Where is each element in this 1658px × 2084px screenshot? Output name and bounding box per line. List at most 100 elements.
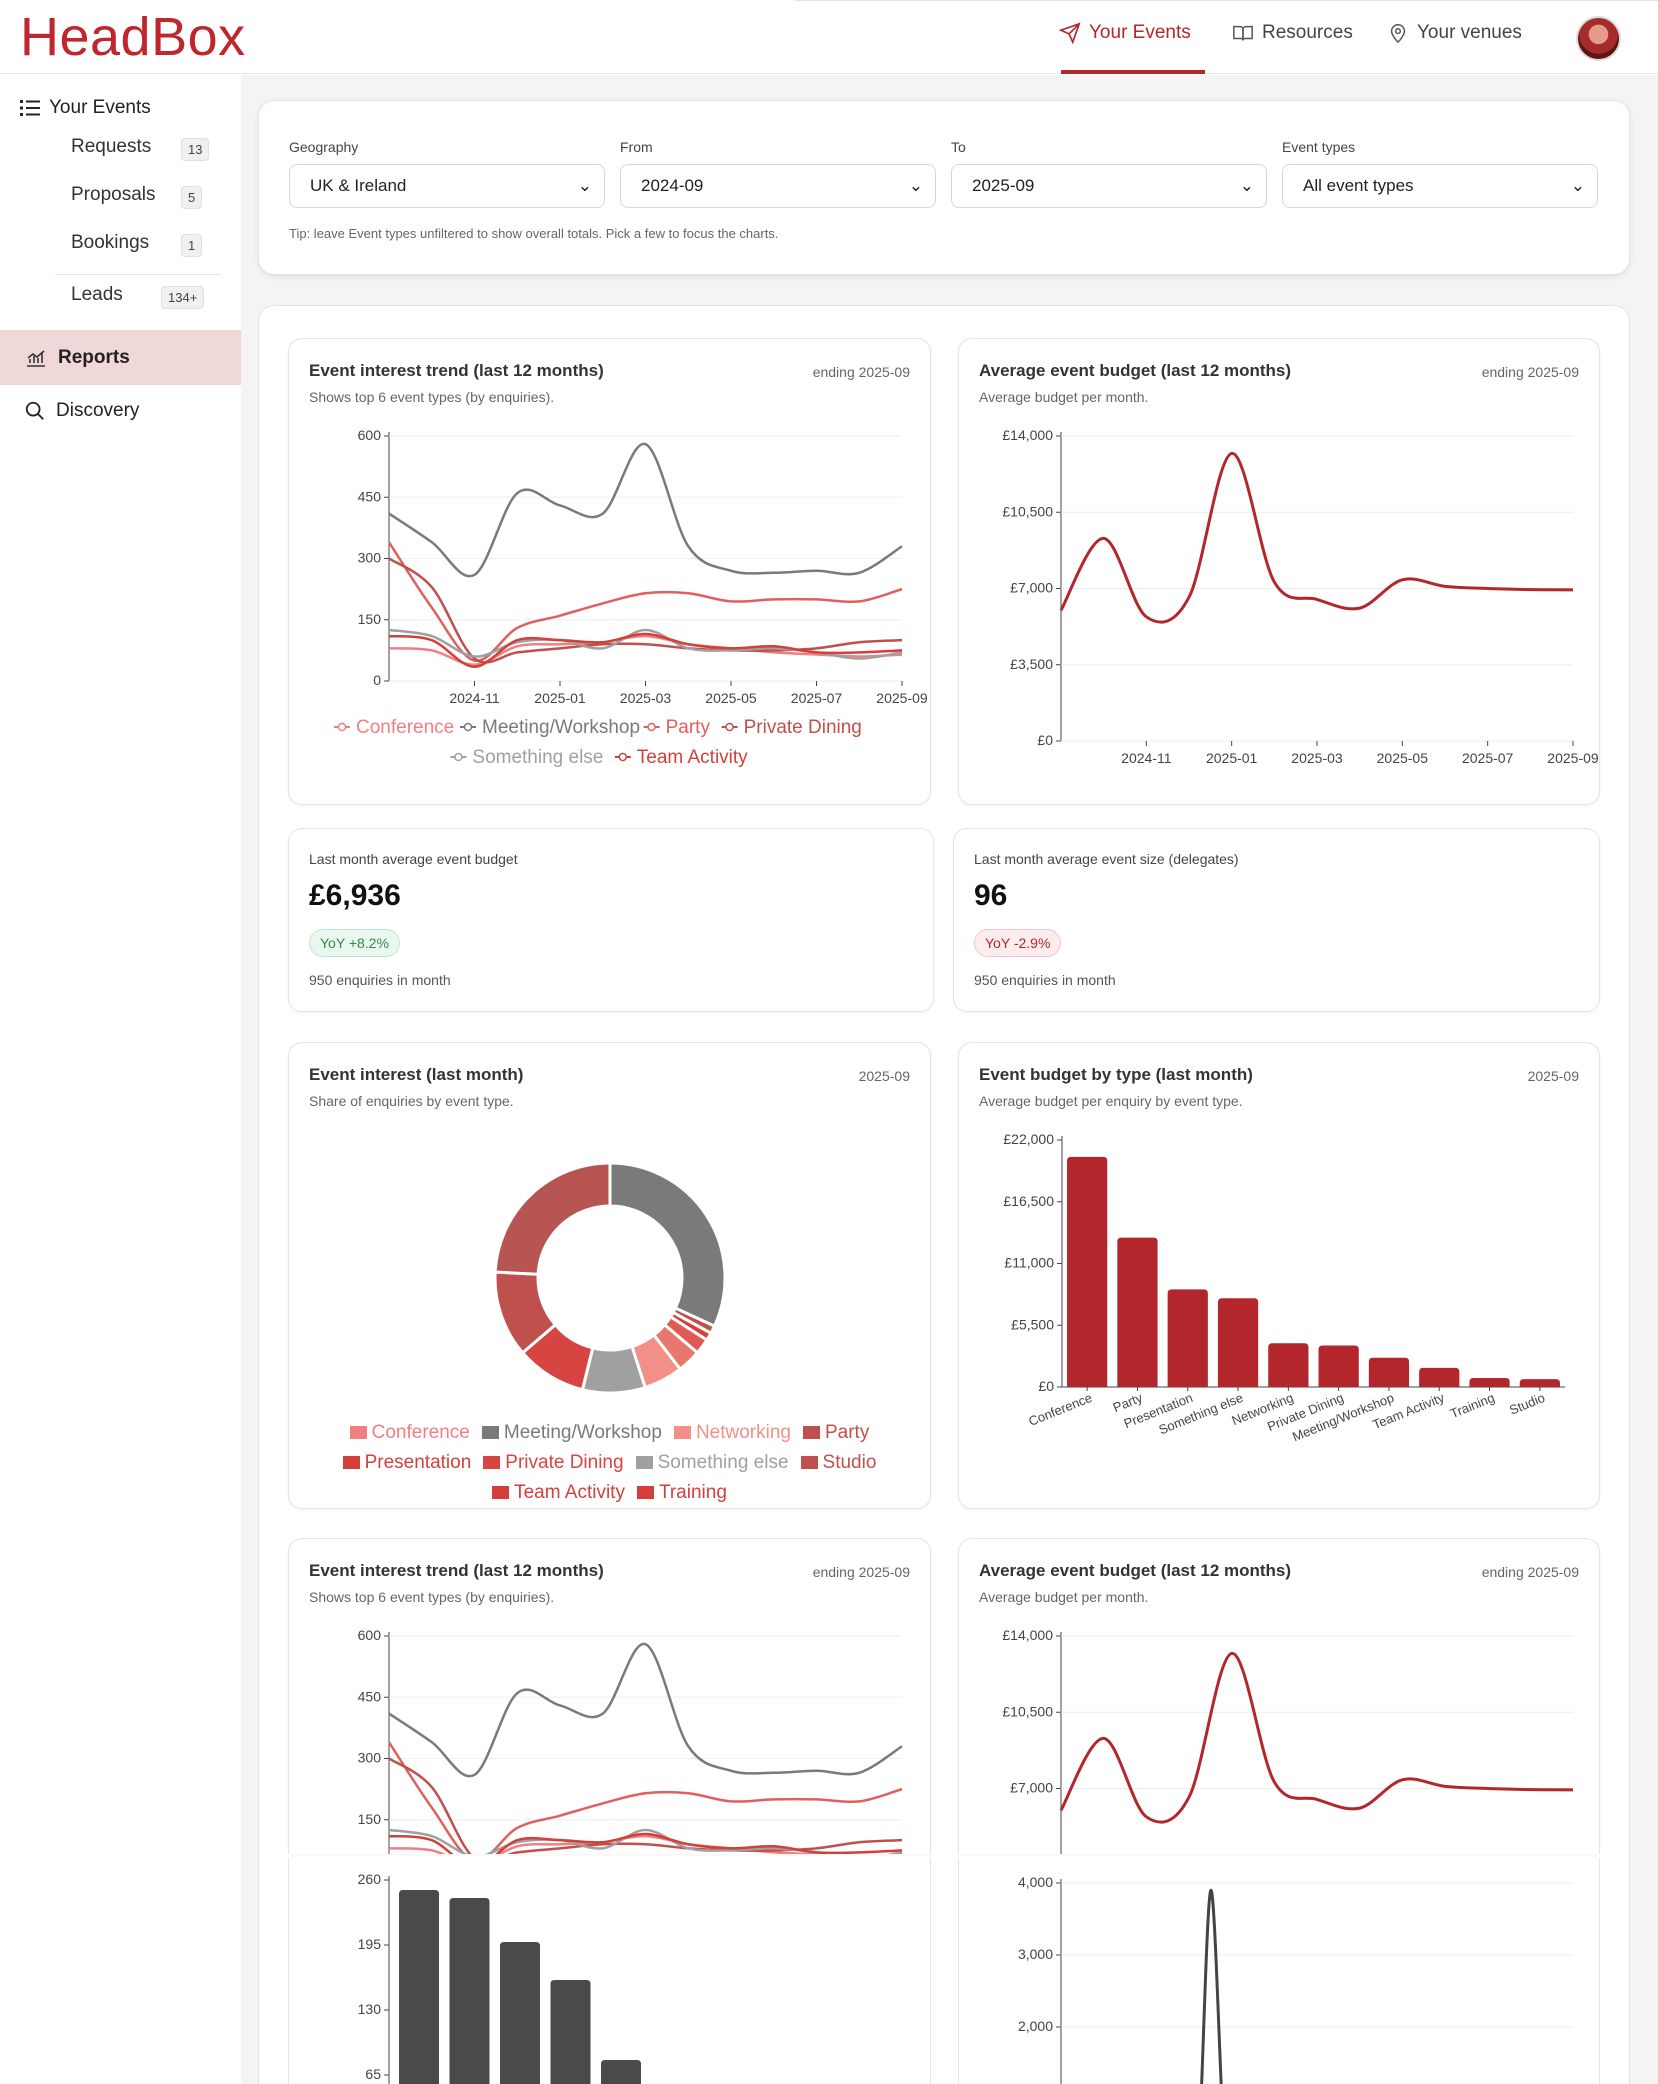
geography-filter: Geography UK & Ireland ⌄	[289, 139, 605, 208]
legend-item: Team Activity	[492, 1482, 625, 1503]
legend-swatch	[492, 1486, 510, 1499]
x-tick-label: 2024-11	[1121, 750, 1172, 766]
x-tick-label: Conference	[1026, 1390, 1094, 1429]
interest-donut-chart	[493, 1161, 727, 1395]
y-tick-label: £0	[1037, 732, 1053, 748]
bar	[399, 1890, 439, 2084]
y-tick-label: 4,000	[1018, 1874, 1053, 1890]
bar	[1469, 1378, 1510, 1387]
series-line	[388, 1834, 902, 1854]
card-title: Event budget by type (last month)	[979, 1065, 1253, 1084]
pie-slice	[608, 1161, 727, 1329]
kpi-note: 950 enquiries in month	[309, 972, 451, 988]
bar	[1419, 1367, 1460, 1387]
card-title: Average event budget (last 12 months)	[979, 1561, 1292, 1580]
series-line	[1200, 1888, 1223, 2084]
y-tick-label: £10,500	[1002, 1703, 1053, 1719]
bar	[449, 1898, 490, 2084]
sidebar-item-discovery[interactable]: Discovery	[24, 400, 139, 422]
y-tick-label: £22,000	[1003, 1131, 1054, 1147]
chevron-down-icon: ⌄	[1570, 176, 1585, 195]
user-avatar[interactable]	[1576, 16, 1621, 61]
sidebar-item-leads[interactable]: Leads	[71, 284, 123, 305]
y-tick-label: £16,500	[1003, 1193, 1054, 1209]
y-tick-label: £7,000	[1010, 580, 1053, 596]
filters-tip: Tip: leave Event types unfiltered to sho…	[289, 226, 779, 241]
x-tick-label: 2025-03	[620, 690, 672, 706]
series-line	[387, 1741, 903, 1854]
geography-select[interactable]: UK & Ireland ⌄	[289, 164, 605, 208]
bar	[1318, 1345, 1359, 1387]
yoy-badge: YoY +8.2%	[309, 929, 400, 957]
y-tick-label: £7,000	[1010, 1780, 1053, 1796]
event-types-select[interactable]: All event types ⌄	[1282, 164, 1598, 208]
event-types-filter: Event types All event types ⌄	[1282, 139, 1598, 208]
y-tick-label: £0	[1038, 1378, 1054, 1394]
budget-type-card: Event budget by type (last month) Averag…	[958, 1042, 1600, 1509]
y-tick-label: 450	[358, 1688, 382, 1704]
legend-swatch	[636, 1486, 654, 1499]
y-tick-label: £14,000	[1002, 1627, 1053, 1643]
legend-item: Meeting/Workshop	[481, 1422, 662, 1443]
nav-resources[interactable]: Resources	[1232, 22, 1353, 44]
bar	[1217, 1298, 1259, 1387]
bookings-count-badge: 1	[181, 234, 203, 257]
to-select[interactable]: 2025-09 ⌄	[951, 164, 1267, 208]
legend-marker	[337, 722, 347, 732]
kpi-budget-card: Last month average event budget £6,936 Y…	[288, 828, 934, 1012]
bar	[1268, 1343, 1309, 1387]
y-tick-label: 600	[358, 427, 382, 443]
card-meta: ending 2025-09	[812, 364, 910, 380]
sidebar-your-events-header[interactable]: Your Events	[20, 97, 151, 119]
filters-card: Geography UK & Ireland ⌄ From 2024-09 ⌄ To…	[258, 100, 1630, 275]
kpi-value: £6,936	[309, 879, 401, 912]
legend-label: Team Activity	[637, 747, 748, 768]
peak-line-card-partial: 2,000 3,000 4,000	[958, 1858, 1600, 2084]
sidebar-divider	[55, 274, 220, 275]
card-subtitle: Shows top 6 event types (by enquiries).	[309, 389, 555, 405]
requests-count-badge: 13	[181, 138, 210, 161]
interest-trend-chart: 0 150 300 450 600 2024-11 2025-01 2025-03 2025-0…	[334, 427, 928, 768]
y-tick-label: 150	[358, 611, 382, 627]
geography-label: Geography	[289, 139, 359, 155]
bar	[1368, 1357, 1410, 1387]
card-title: Event interest trend (last 12 months)	[309, 1561, 604, 1580]
legend-item: Conference	[349, 1422, 470, 1443]
legend-marker	[463, 722, 473, 732]
y-tick-label: 150	[358, 1811, 382, 1827]
budget-trend-chart: £0 £3,500 £7,000 £10,500 £14,000 2024-11 2025-…	[1002, 427, 1599, 766]
card-meta: ending 2025-09	[812, 1564, 910, 1580]
from-filter: From 2024-09 ⌄	[620, 139, 936, 208]
kpi-label: Last month average event size (delegates…	[974, 851, 1239, 867]
y-tick-label: 65	[365, 2066, 381, 2082]
card-subtitle: Shows top 6 event types (by enquiries).	[309, 1589, 555, 1605]
y-tick-label: 300	[358, 1750, 382, 1766]
y-tick-label: £10,500	[1002, 503, 1053, 519]
y-tick-label: 600	[358, 1627, 382, 1643]
interest-month-card: Event interest (last month) Share of enq…	[288, 1042, 931, 1509]
sidebar-item-bookings[interactable]: Bookings	[71, 232, 150, 253]
sidebar-item-reports[interactable]: Reports	[0, 330, 241, 385]
sidebar-item-proposals[interactable]: Proposals	[71, 184, 156, 205]
card-meta: 2025-09	[858, 1068, 910, 1084]
nav-your-events[interactable]: Your Events	[1059, 22, 1191, 44]
card-subtitle: Average budget per enquiry by event type…	[979, 1093, 1243, 1109]
bar	[1067, 1156, 1108, 1387]
pie-slice	[493, 1161, 612, 1276]
bar	[550, 1980, 591, 2084]
card-title: Average event budget (last 12 months)	[979, 361, 1292, 380]
legend-swatch	[802, 1426, 820, 1439]
from-select[interactable]: 2024-09 ⌄	[620, 164, 936, 208]
y-tick-label: 450	[358, 488, 382, 504]
x-tick-label: 2025-01	[534, 690, 586, 706]
x-tick-label: 2025-05	[705, 690, 757, 706]
y-tick-label: £3,500	[1010, 656, 1053, 672]
nav-your-venues[interactable]: Your venues	[1387, 22, 1522, 44]
legend-item: Presentation	[342, 1452, 471, 1473]
bar	[1519, 1379, 1560, 1387]
nav-active-underline	[1061, 70, 1205, 74]
y-tick-label: £14,000	[1002, 427, 1053, 443]
headbox-logo[interactable]: HeadBox	[20, 7, 246, 67]
to-filter: To 2025-09 ⌄	[951, 139, 1267, 208]
sidebar-item-requests[interactable]: Requests	[71, 136, 152, 157]
